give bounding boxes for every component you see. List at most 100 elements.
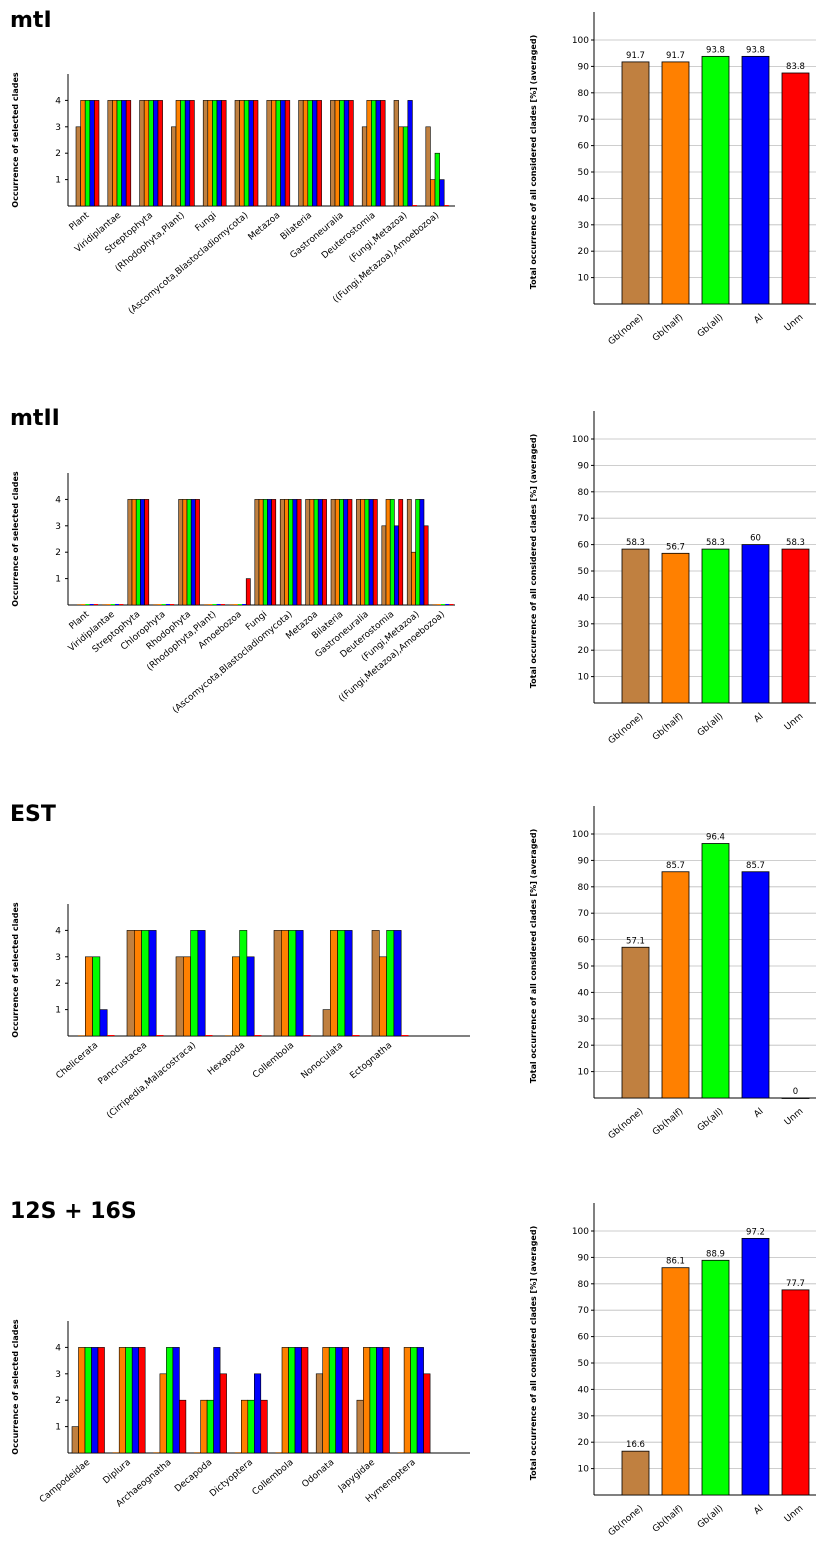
bar-fungi-gb-half bbox=[207, 100, 213, 207]
bar-collembola-gb-all bbox=[288, 1347, 296, 1454]
bar-cirripedia-malacostraca-unm bbox=[205, 1035, 213, 1036]
bar-fungi-gb-none bbox=[254, 499, 260, 606]
bar-japygidae-unm bbox=[382, 1347, 390, 1454]
bar-bilateria-unm bbox=[347, 499, 353, 606]
bar-bilateria-al bbox=[343, 499, 349, 606]
y-tick-label: 40 bbox=[578, 194, 590, 204]
y-tick-label: 50 bbox=[578, 1359, 590, 1369]
x-tick-label: Gb(all) bbox=[696, 313, 726, 340]
x-tick-label: Gb(half) bbox=[651, 1504, 685, 1535]
y-tick-label: 80 bbox=[578, 89, 590, 99]
bar-deuterostomia-gb-none bbox=[381, 525, 387, 606]
y-tick-label: 1 bbox=[55, 1006, 61, 1016]
x-tick-label: Al bbox=[752, 1107, 765, 1120]
y-tick-label: 4 bbox=[55, 926, 61, 936]
data-label-gb-half: 86.1 bbox=[666, 1257, 685, 1267]
bar-fungi-gb-all bbox=[212, 100, 218, 207]
bar-dictyoptera-gb-half bbox=[241, 1399, 249, 1454]
bar-chlorophyta-gb-none bbox=[153, 604, 158, 605]
bar-bilateria-gb-half bbox=[334, 499, 340, 606]
bar-unm bbox=[781, 1289, 810, 1496]
bar-fungi-metazoa-gb-half bbox=[398, 126, 404, 207]
bar-gb-half bbox=[661, 1267, 690, 1496]
y-tick-label: 30 bbox=[578, 1412, 590, 1422]
bar-fungi-metazoa-gb-none bbox=[393, 100, 399, 207]
bar-nonoculata-gb-half bbox=[329, 930, 338, 1037]
x-tick-label: Campodeidae bbox=[38, 1457, 93, 1505]
bar-gastroneuralia-gb-all bbox=[339, 100, 345, 207]
bar-campodeidae-unm bbox=[97, 1347, 105, 1454]
bar-dictyoptera-gb-all bbox=[247, 1399, 255, 1454]
bar-bilateria-gb-none bbox=[330, 499, 336, 606]
bar-amoebozoa-gb-none bbox=[229, 604, 234, 605]
y-tick-label: 20 bbox=[578, 646, 590, 656]
data-label-unm: 58.3 bbox=[786, 538, 805, 548]
bar-chelicerata-gb-none bbox=[78, 1035, 86, 1036]
x-tick-label: Al bbox=[752, 1504, 765, 1517]
bar-bilateria-gb-all bbox=[307, 100, 313, 207]
section-title-EST: EST bbox=[10, 802, 56, 827]
bar-unm bbox=[781, 1097, 810, 1099]
bar-hexapoda-gb-none bbox=[225, 1035, 233, 1036]
bar-cirripedia-malacostraca-gb-none bbox=[175, 956, 184, 1037]
bar-metazoa-gb-all bbox=[313, 499, 319, 606]
bar-gb-none bbox=[621, 946, 650, 1099]
x-tick-label: Odonata bbox=[300, 1458, 336, 1490]
bar-dictyoptera-unm bbox=[260, 1399, 268, 1454]
bar-hymenoptera-gb-none bbox=[397, 1452, 405, 1453]
y-tick-label: 70 bbox=[578, 1306, 590, 1316]
x-tick-label: Deuterostomia bbox=[320, 211, 378, 262]
y-tick-label: 90 bbox=[578, 461, 590, 471]
bar-gb-all bbox=[701, 55, 730, 305]
bar-ascomycota-blastocladiomycota-unm bbox=[296, 499, 302, 606]
bar-gastroneuralia-gb-all bbox=[364, 499, 370, 606]
data-label-al: 93.8 bbox=[746, 45, 765, 55]
bar-streptophyta-gb-all bbox=[148, 100, 154, 207]
y-tick-label: 20 bbox=[578, 1041, 590, 1051]
bar-rhodophyta-al bbox=[190, 499, 196, 606]
data-label-unm: 0 bbox=[793, 1087, 798, 1097]
bar-archaeognatha-gb-half bbox=[159, 1373, 167, 1454]
bar-viridiplantae-gb-half bbox=[112, 100, 118, 207]
bar-collembola-gb-none bbox=[273, 930, 282, 1037]
y-tick-label: 2 bbox=[55, 1396, 61, 1406]
bar-diplura-al bbox=[131, 1347, 139, 1454]
data-label-gb-none: 16.6 bbox=[626, 1440, 645, 1450]
bar-plant-unm bbox=[94, 100, 100, 207]
bar-streptophyta-gb-all bbox=[135, 499, 141, 606]
bar-odonata-gb-none bbox=[315, 1373, 324, 1454]
bar-gb-all bbox=[701, 548, 730, 704]
bar-plant-gb-half bbox=[81, 604, 86, 605]
bar-deuterostomia-gb-half bbox=[385, 499, 391, 606]
bar-viridiplantae-gb-all bbox=[116, 100, 122, 207]
bar-rhodophyta-plant-gb-all bbox=[212, 604, 217, 605]
y-tick-label: 100 bbox=[572, 830, 589, 840]
bar-decapoda-gb-all bbox=[206, 1399, 214, 1454]
y-tick-label: 1 bbox=[55, 176, 61, 186]
bar-nonoculata-gb-all bbox=[337, 930, 346, 1037]
bar-gastroneuralia-gb-none bbox=[356, 499, 361, 606]
y-tick-label: 20 bbox=[578, 247, 590, 257]
y-tick-label: 80 bbox=[578, 1280, 590, 1290]
bar-bilateria-gb-all bbox=[339, 499, 344, 606]
x-tick-label: Unm bbox=[783, 1107, 806, 1128]
y-tick-label: 10 bbox=[578, 673, 590, 683]
y-tick-label: 10 bbox=[578, 274, 590, 284]
bar-gastroneuralia-al bbox=[368, 499, 374, 606]
y-tick-label: 60 bbox=[578, 541, 590, 551]
bar-archaeognatha-unm bbox=[179, 1399, 187, 1454]
x-tick-label: Gb(half) bbox=[651, 712, 685, 743]
bar-al bbox=[741, 55, 770, 305]
x-tick-label: Gb(half) bbox=[651, 1107, 685, 1138]
bar-amoebozoa-al bbox=[242, 604, 247, 605]
bar-fungi-metazoa-amoebozoa-unm bbox=[444, 205, 449, 206]
bar-streptophyta-gb-none bbox=[127, 499, 133, 606]
bar-gb-none bbox=[621, 61, 650, 305]
y-tick-label: 4 bbox=[55, 96, 61, 106]
y-axis-title: Total occurrence of all considered clade… bbox=[529, 1226, 538, 1480]
data-label-gb-half: 56.7 bbox=[666, 542, 685, 552]
bar-collembola-gb-none bbox=[275, 1452, 282, 1453]
bar-gb-half bbox=[661, 61, 690, 305]
